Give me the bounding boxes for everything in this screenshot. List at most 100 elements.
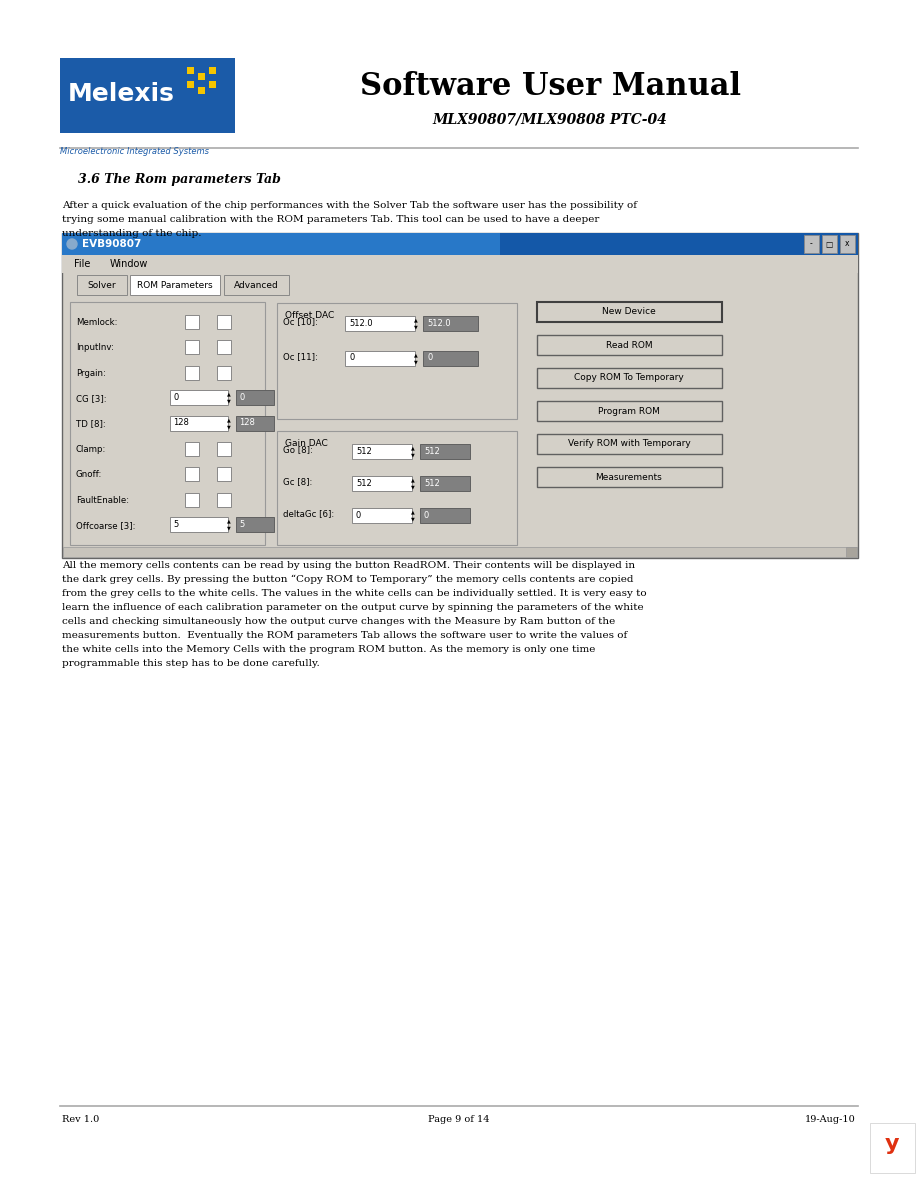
Text: the dark grey cells. By pressing the button “Copy ROM to Temporary” the memory c: the dark grey cells. By pressing the but… [62, 575, 633, 584]
FancyBboxPatch shape [420, 476, 470, 491]
Text: trying some manual calibration with the ROM parameters Tab. This tool can be use: trying some manual calibration with the … [62, 215, 599, 225]
Text: 5: 5 [239, 520, 244, 529]
Text: □: □ [825, 240, 833, 248]
Text: 512: 512 [356, 447, 372, 455]
FancyBboxPatch shape [352, 508, 412, 523]
FancyBboxPatch shape [185, 442, 199, 456]
Text: ▲: ▲ [411, 446, 415, 450]
Text: 5: 5 [173, 520, 178, 529]
Text: ▼: ▼ [227, 399, 230, 404]
FancyBboxPatch shape [62, 255, 858, 273]
FancyBboxPatch shape [217, 340, 231, 354]
FancyBboxPatch shape [236, 416, 274, 430]
FancyBboxPatch shape [62, 233, 858, 558]
Text: ▼: ▼ [411, 453, 415, 457]
Text: Gnoff:: Gnoff: [76, 470, 103, 479]
Text: 512: 512 [424, 479, 440, 487]
FancyBboxPatch shape [70, 302, 265, 545]
Text: 128: 128 [173, 418, 189, 428]
Text: 0: 0 [349, 354, 354, 362]
Text: ▲: ▲ [414, 353, 418, 358]
Text: Prgain:: Prgain: [76, 368, 106, 378]
FancyBboxPatch shape [345, 350, 415, 366]
FancyBboxPatch shape [185, 366, 199, 380]
FancyBboxPatch shape [60, 58, 235, 133]
FancyBboxPatch shape [63, 546, 857, 557]
Text: ▲: ▲ [411, 510, 415, 514]
FancyBboxPatch shape [62, 233, 858, 255]
Text: 3.6 The Rom parameters Tab: 3.6 The Rom parameters Tab [78, 173, 281, 187]
Text: Measurements: Measurements [596, 473, 663, 481]
FancyBboxPatch shape [198, 87, 205, 94]
Text: ▼: ▼ [411, 517, 415, 522]
FancyBboxPatch shape [420, 508, 470, 523]
Text: 0: 0 [356, 511, 362, 519]
FancyBboxPatch shape [209, 81, 216, 88]
FancyBboxPatch shape [537, 302, 722, 322]
FancyBboxPatch shape [352, 476, 412, 491]
Text: understanding of the chip.: understanding of the chip. [62, 229, 201, 238]
Text: 128: 128 [239, 418, 255, 428]
Text: Software User Manual: Software User Manual [360, 71, 741, 102]
Text: Oc [10]:: Oc [10]: [283, 317, 318, 327]
Text: Verify ROM with Temporary: Verify ROM with Temporary [567, 440, 690, 449]
Text: 0: 0 [173, 393, 178, 402]
FancyBboxPatch shape [537, 368, 722, 388]
Text: ▲: ▲ [411, 478, 415, 482]
FancyBboxPatch shape [804, 235, 819, 253]
Text: 512: 512 [356, 479, 372, 487]
Text: Gain DAC: Gain DAC [285, 440, 328, 448]
FancyBboxPatch shape [77, 274, 127, 295]
Text: 19-Aug-10: 19-Aug-10 [805, 1116, 856, 1125]
FancyBboxPatch shape [236, 517, 274, 532]
Text: 0: 0 [239, 393, 244, 402]
Text: Rev 1.0: Rev 1.0 [62, 1116, 99, 1125]
Text: FaultEnable:: FaultEnable: [76, 495, 129, 505]
Text: Go [8]:: Go [8]: [283, 446, 313, 455]
Text: Clamp:: Clamp: [76, 444, 106, 454]
Text: from the grey cells to the white cells. The values in the white cells can be ind: from the grey cells to the white cells. … [62, 589, 646, 598]
Text: Offset DAC: Offset DAC [285, 311, 334, 320]
Text: After a quick evaluation of the chip performances with the Solver Tab the softwa: After a quick evaluation of the chip per… [62, 201, 637, 210]
FancyBboxPatch shape [217, 315, 231, 329]
Text: Copy ROM To Temporary: Copy ROM To Temporary [574, 373, 684, 383]
Text: Melexis: Melexis [68, 82, 174, 106]
Text: ▼: ▼ [227, 424, 230, 429]
Text: measurements button.  Eventually the ROM parameters Tab allows the software user: measurements button. Eventually the ROM … [62, 631, 627, 640]
FancyBboxPatch shape [217, 493, 231, 507]
FancyBboxPatch shape [277, 303, 517, 419]
Text: Page 9 of 14: Page 9 of 14 [429, 1116, 489, 1125]
Text: learn the influence of each calibration parameter on the output curve by spinnin: learn the influence of each calibration … [62, 604, 644, 612]
Text: 0: 0 [424, 511, 430, 519]
FancyBboxPatch shape [846, 546, 857, 557]
Text: Solver: Solver [88, 280, 117, 290]
Text: EVB90807: EVB90807 [82, 239, 141, 249]
FancyBboxPatch shape [185, 467, 199, 481]
FancyBboxPatch shape [170, 517, 228, 532]
Text: the white cells into the Memory Cells with the program ROM button. As the memory: the white cells into the Memory Cells wi… [62, 645, 596, 655]
Text: ▼: ▼ [411, 485, 415, 489]
Text: MLX90807/MLX90808 PTC-04: MLX90807/MLX90808 PTC-04 [432, 113, 667, 126]
Text: 512.0: 512.0 [349, 318, 373, 328]
Text: ▼: ▼ [414, 360, 418, 365]
Text: Window: Window [110, 259, 149, 268]
Text: New Device: New Device [602, 308, 655, 316]
FancyBboxPatch shape [420, 444, 470, 459]
FancyBboxPatch shape [209, 67, 216, 74]
FancyBboxPatch shape [423, 316, 478, 331]
FancyBboxPatch shape [217, 467, 231, 481]
Text: File: File [74, 259, 90, 268]
FancyBboxPatch shape [185, 493, 199, 507]
FancyBboxPatch shape [170, 416, 228, 430]
Text: Advanced: Advanced [233, 280, 278, 290]
FancyBboxPatch shape [185, 340, 199, 354]
Text: 512.0: 512.0 [427, 318, 451, 328]
FancyBboxPatch shape [537, 335, 722, 355]
Text: 512: 512 [424, 447, 440, 455]
FancyBboxPatch shape [62, 233, 499, 255]
Text: Microelectronic Integrated Systems: Microelectronic Integrated Systems [60, 147, 209, 156]
Text: ROM Parameters: ROM Parameters [137, 280, 213, 290]
Text: 0: 0 [427, 354, 432, 362]
FancyBboxPatch shape [185, 315, 199, 329]
Text: ▲: ▲ [414, 317, 418, 322]
